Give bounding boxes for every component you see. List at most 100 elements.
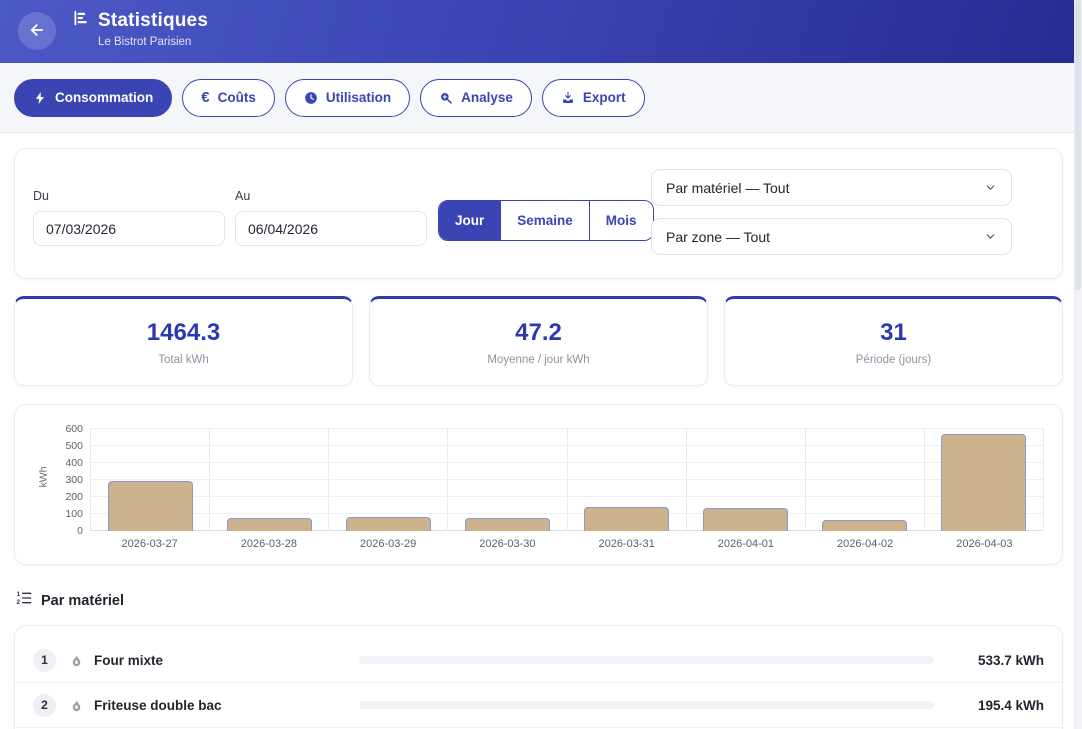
svg-text:2: 2 — [17, 600, 21, 606]
rank-badge: 1 — [33, 648, 56, 672]
stat-value: 47.2 — [515, 318, 562, 346]
bar-2026-03-28 — [226, 517, 312, 531]
x-axis: 2026-03-27 2026-03-28 2026-03-29 2026-03-30… — [90, 538, 1044, 550]
equipment-row-friteuse-double-bac: 2 Friteuse double bac 195.4 kWh — [15, 683, 1062, 728]
arrow-left-icon — [28, 21, 46, 42]
page-title: Statistiques — [98, 10, 209, 31]
bar-2026-03-30 — [464, 517, 550, 531]
bar-2026-03-27 — [107, 481, 193, 531]
date-to-label: Au — [235, 189, 251, 203]
y-tick-label: 0 — [77, 525, 83, 537]
filter-select-par-zone[interactable]: Par zone — Tout — [651, 218, 1012, 255]
x-tick-label: 2026-03-31 — [598, 538, 655, 550]
y-axis-title: kWh — [37, 466, 50, 488]
x-tick-label: 2026-03-30 — [479, 538, 536, 550]
chart-column-2026-03-31 — [566, 429, 686, 531]
app-header: Statistiques Le Bistrot Parisien — [0, 0, 1082, 63]
bar-2026-04-02 — [822, 520, 908, 531]
granularity-jour[interactable]: Jour — [439, 201, 502, 240]
y-tick-label: 100 — [65, 508, 83, 520]
magnifier-plus-icon — [439, 91, 453, 105]
tab-label: Analyse — [461, 90, 513, 105]
y-tick-label: 400 — [65, 457, 83, 469]
tab-label: Utilisation — [325, 90, 392, 105]
flame-icon — [69, 653, 84, 668]
tab-label: Coûts — [217, 90, 256, 105]
scrollbar-track — [1074, 0, 1082, 729]
chart-plot-area — [90, 428, 1044, 531]
scrollbar-thumb[interactable] — [1075, 0, 1081, 290]
equipment-list-card: 1 Four mixte 533.7 kWh 2 Friteuse double bac… — [14, 625, 1063, 729]
svg-text:1: 1 — [17, 592, 21, 598]
title-box: Statistiques Le Bistrot Parisien — [72, 9, 208, 48]
equipment-value: 195.4 kWh — [977, 697, 1044, 713]
stats-row: 1464.3 Total kWh 47.2 Moyenne / jour kWh 31 P… — [14, 296, 1063, 386]
stat-value: 31 — [880, 318, 907, 346]
x-tick-label: 2026-04-01 — [717, 538, 775, 550]
page-subtitle: Le Bistrot Parisien — [98, 36, 192, 48]
tab-utilisation[interactable]: Utilisation — [284, 78, 411, 117]
date-from-input[interactable] — [33, 211, 225, 246]
stat-value: 1464.3 — [146, 318, 221, 346]
back-button[interactable] — [18, 12, 56, 50]
equipment-section-header: 1 2 Par matériel — [16, 590, 124, 611]
granularity-toggle: Jour Semaine Mois — [438, 200, 654, 241]
chart-columns — [90, 429, 1044, 531]
usage-bar-track — [359, 701, 934, 709]
tab-analyse[interactable]: Analyse — [420, 78, 532, 117]
clock-icon — [304, 91, 318, 105]
tab-couts[interactable]: € Coûts — [182, 78, 275, 117]
stat-card-periode-jours: 31 Période (jours) — [724, 296, 1063, 386]
equipment-name: Four mixte — [94, 652, 164, 668]
x-tick-label: 2026-04-02 — [836, 538, 894, 550]
download-icon — [561, 91, 575, 105]
equipment-row-four-mixte: 1 Four mixte 533.7 kWh — [15, 638, 1062, 683]
date-to-input[interactable] — [235, 211, 427, 246]
granularity-semaine[interactable]: Semaine — [501, 201, 590, 240]
stat-card-total-kwh: 1464.3 Total kWh — [14, 296, 353, 386]
x-tick-label: 2026-03-27 — [121, 538, 178, 550]
y-tick-label: 200 — [65, 491, 83, 503]
tab-consommation[interactable]: Consommation — [14, 78, 173, 117]
tab-export[interactable]: Export — [541, 78, 645, 117]
equipment-name: Friteuse double bac — [94, 697, 222, 713]
stat-card-moyenne-jour-kwh: 47.2 Moyenne / jour kWh — [369, 296, 708, 386]
tab-bar: Consommation € Coûts Utilisation Analyse Expo… — [0, 63, 1074, 133]
gridline-600 — [90, 428, 1044, 429]
chart-column-2026-03-29 — [328, 429, 447, 531]
chart-column-2026-03-27 — [90, 429, 209, 531]
tab-label: Consommation — [55, 90, 154, 105]
consumption-chart-card: kWh 0 100 200 300 400 500 600 2026-03-27 2026-0… — [14, 404, 1063, 565]
y-tick-label: 500 — [65, 440, 83, 452]
flame-icon — [69, 698, 84, 713]
x-tick-label: 2026-04-03 — [956, 538, 1013, 550]
chart-column-2026-04-03 — [923, 429, 1044, 531]
chevron-down-icon — [984, 230, 997, 243]
chart-column-2026-04-02 — [804, 429, 924, 531]
chart-column-2026-03-28 — [209, 429, 328, 531]
select-value: Par matériel — Tout — [666, 179, 790, 196]
tab-label: Export — [582, 90, 626, 105]
y-tick-label: 600 — [65, 423, 83, 435]
select-value: Par zone — Tout — [666, 228, 771, 245]
rank-badge: 2 — [33, 693, 56, 717]
bolt-icon — [33, 91, 47, 105]
bar-2026-04-03 — [941, 433, 1027, 531]
euro-icon: € — [201, 89, 210, 106]
stat-label: Période (jours) — [855, 353, 932, 366]
usage-bar-track — [359, 656, 934, 664]
chart-column-2026-04-01 — [685, 429, 805, 531]
stat-label: Total kWh — [158, 353, 209, 366]
x-tick-label: 2026-03-29 — [359, 538, 417, 550]
date-from-label: Du — [33, 189, 49, 203]
bar-chart-icon — [72, 9, 90, 33]
equipment-section-title: Par matériel — [41, 592, 125, 609]
granularity-mois[interactable]: Mois — [589, 201, 653, 240]
stat-label: Moyenne / jour kWh — [487, 353, 590, 366]
filter-select-par-materiel[interactable]: Par matériel — Tout — [651, 169, 1012, 206]
equipment-value: 533.7 kWh — [977, 652, 1044, 668]
bar-2026-04-01 — [703, 508, 789, 531]
chevron-down-icon — [984, 181, 997, 194]
